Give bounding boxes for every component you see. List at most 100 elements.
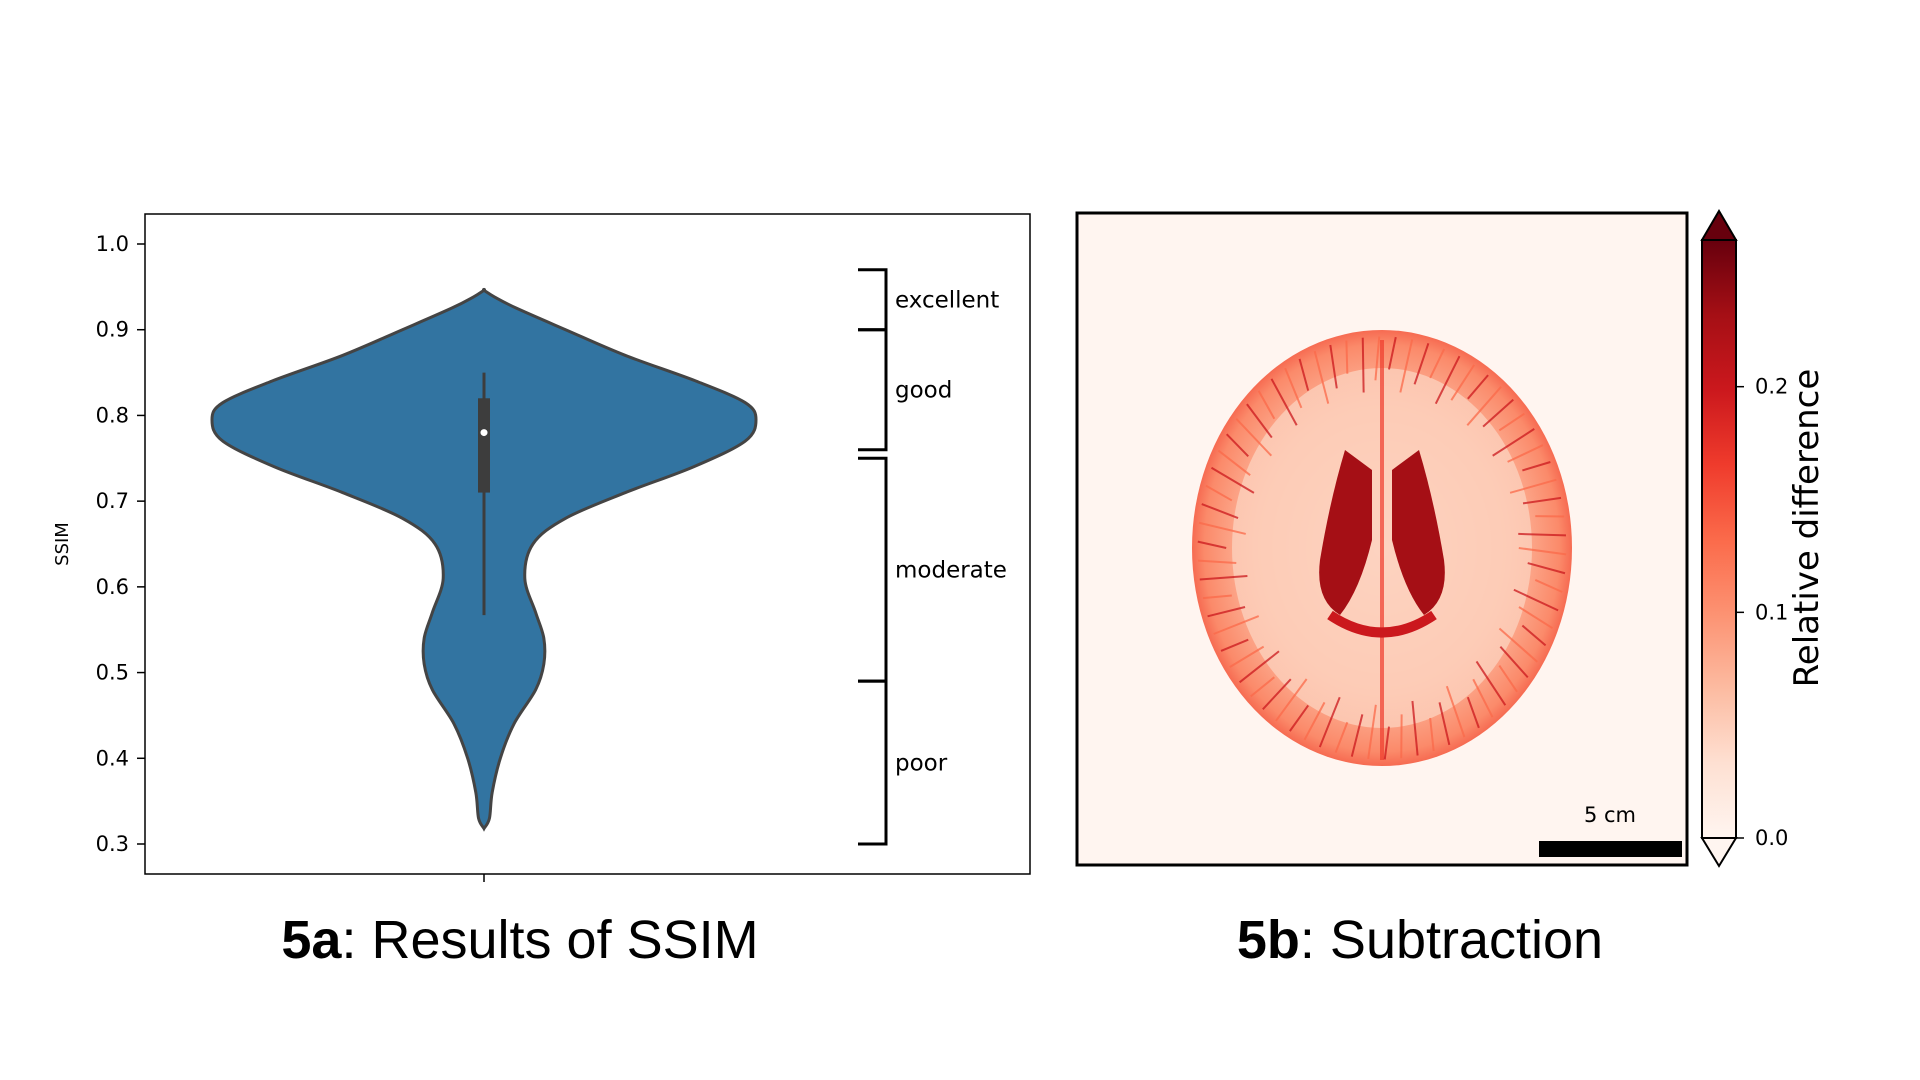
- y-tick-label: 0.9: [96, 318, 129, 342]
- y-axis: 0.3 0.4 0.5 0.6 0.7 0.8 0.9 1.0: [96, 232, 145, 856]
- colorbar-tick-label: 0.2: [1755, 375, 1788, 399]
- sulcus: [1201, 503, 1239, 519]
- sulcus: [1509, 478, 1557, 494]
- caption-5a-bold: 5a: [281, 910, 342, 970]
- sulcus: [1413, 343, 1430, 385]
- quality-brackets: excellent good moderate poor: [858, 268, 1007, 846]
- sulcus: [1198, 521, 1246, 535]
- sulcus: [1239, 650, 1280, 684]
- sulcus: [1450, 364, 1476, 401]
- sulcus: [1213, 615, 1260, 635]
- left-ventricle: [1319, 450, 1372, 615]
- subtraction-panel: 5 cm 0.0 0.1 0.2 Relative difference 5b: S…: [1075, 209, 1827, 970]
- sulcus: [1250, 676, 1275, 698]
- colorbar-tick-label: 0.1: [1755, 600, 1788, 624]
- sulcus: [1492, 428, 1535, 457]
- sulcus: [1345, 340, 1349, 374]
- scale-bar: [1539, 841, 1682, 857]
- sulcus: [1472, 678, 1494, 718]
- violin-boxplot: [478, 372, 490, 616]
- sulcus: [1527, 562, 1566, 575]
- category-label-good: good: [895, 378, 952, 404]
- sulcus: [1374, 336, 1381, 381]
- brain-difference-map: [1192, 330, 1572, 766]
- sulcus: [1498, 665, 1518, 693]
- sulcus: [1367, 704, 1377, 760]
- cortical-sulci: [1197, 336, 1567, 760]
- sulcus: [1318, 696, 1341, 748]
- colorbar-gradient: [1701, 239, 1737, 839]
- right-ventricle: [1392, 450, 1445, 615]
- sulcus: [1270, 378, 1298, 426]
- sulcus: [1197, 540, 1227, 549]
- sulcus: [1246, 403, 1273, 439]
- y-tick-label: 0.7: [96, 489, 129, 513]
- sulcus: [1522, 461, 1551, 472]
- sulcus: [1522, 496, 1562, 505]
- sulcus: [1475, 660, 1507, 706]
- y-tick-label: 0.3: [96, 832, 129, 856]
- caption-5b-rest: : Subtraction: [1300, 910, 1603, 970]
- median-dot: [480, 429, 488, 437]
- sulcus: [1466, 386, 1502, 426]
- caption-5a-rest: : Results of SSIM: [341, 910, 758, 970]
- colorbar-tick-label: 0.0: [1755, 826, 1788, 850]
- sulcus: [1434, 355, 1461, 405]
- sulcus: [1518, 606, 1554, 630]
- sulcus: [1199, 575, 1248, 581]
- sulcus: [1210, 466, 1255, 494]
- sulcus: [1217, 449, 1251, 476]
- sulcus: [1388, 336, 1397, 370]
- sulcus: [1350, 714, 1364, 757]
- sulcus: [1534, 579, 1563, 593]
- sulcus: [1220, 638, 1249, 652]
- sulcus: [1257, 390, 1276, 420]
- sulcus: [1235, 417, 1273, 457]
- sulcus: [1518, 532, 1567, 537]
- violin-plot-frame: [144, 213, 1031, 875]
- bracket-good: [858, 328, 888, 452]
- y-tick-label: 0.4: [96, 746, 129, 770]
- iqr-box: [478, 398, 490, 493]
- sulcus: [1275, 678, 1308, 722]
- category-label-excellent: excellent: [895, 288, 999, 314]
- sulcus: [1205, 484, 1233, 502]
- sulcus: [1289, 704, 1309, 732]
- category-label-moderate: moderate: [895, 558, 1007, 584]
- sulcus: [1329, 344, 1338, 389]
- sulcus: [1507, 444, 1544, 463]
- caption-5b: 5b: Subtraction: [1237, 910, 1603, 970]
- caption-5a: 5a: Results of SSIM: [281, 910, 758, 970]
- sulcus: [1334, 721, 1349, 754]
- sulcus: [1429, 717, 1435, 752]
- sulcus: [1518, 547, 1567, 556]
- caption-5b-bold: 5b: [1237, 910, 1300, 970]
- sulcus: [1303, 701, 1326, 741]
- y-tick-label: 1.0: [96, 232, 129, 256]
- colorbar: 0.0 0.1 0.2: [1700, 209, 1788, 868]
- colorbar-label: Relative difference: [1787, 369, 1827, 688]
- sulcus: [1207, 606, 1246, 618]
- sulcus: [1225, 433, 1249, 458]
- sulcus: [1466, 696, 1480, 729]
- bracket-poor: [858, 679, 888, 846]
- sulcus: [1262, 678, 1292, 710]
- violin-panel: 0.3 0.4 0.5 0.6 0.7 0.8 0.9 1.0 SSIM excellent g…: [52, 213, 1031, 970]
- sulcus: [1399, 339, 1414, 393]
- sulcus: [1499, 645, 1529, 679]
- sulcus: [1284, 367, 1303, 409]
- y-tick-label: 0.6: [96, 575, 129, 599]
- sulcus: [1438, 702, 1451, 746]
- sulcus: [1197, 559, 1237, 565]
- sulcus: [1498, 627, 1538, 663]
- y-axis-label: SSIM: [52, 522, 73, 566]
- sulcus: [1482, 398, 1514, 428]
- colorbar-ticks: 0.0 0.1 0.2: [1736, 375, 1788, 850]
- sulcus: [1411, 700, 1419, 756]
- colorbar-extend-min: [1700, 837, 1738, 868]
- y-tick-label: 0.8: [96, 403, 129, 427]
- sulcus: [1429, 348, 1446, 379]
- colorbar-extend-max: [1700, 209, 1738, 241]
- scale-bar-label: 5 cm: [1584, 803, 1636, 827]
